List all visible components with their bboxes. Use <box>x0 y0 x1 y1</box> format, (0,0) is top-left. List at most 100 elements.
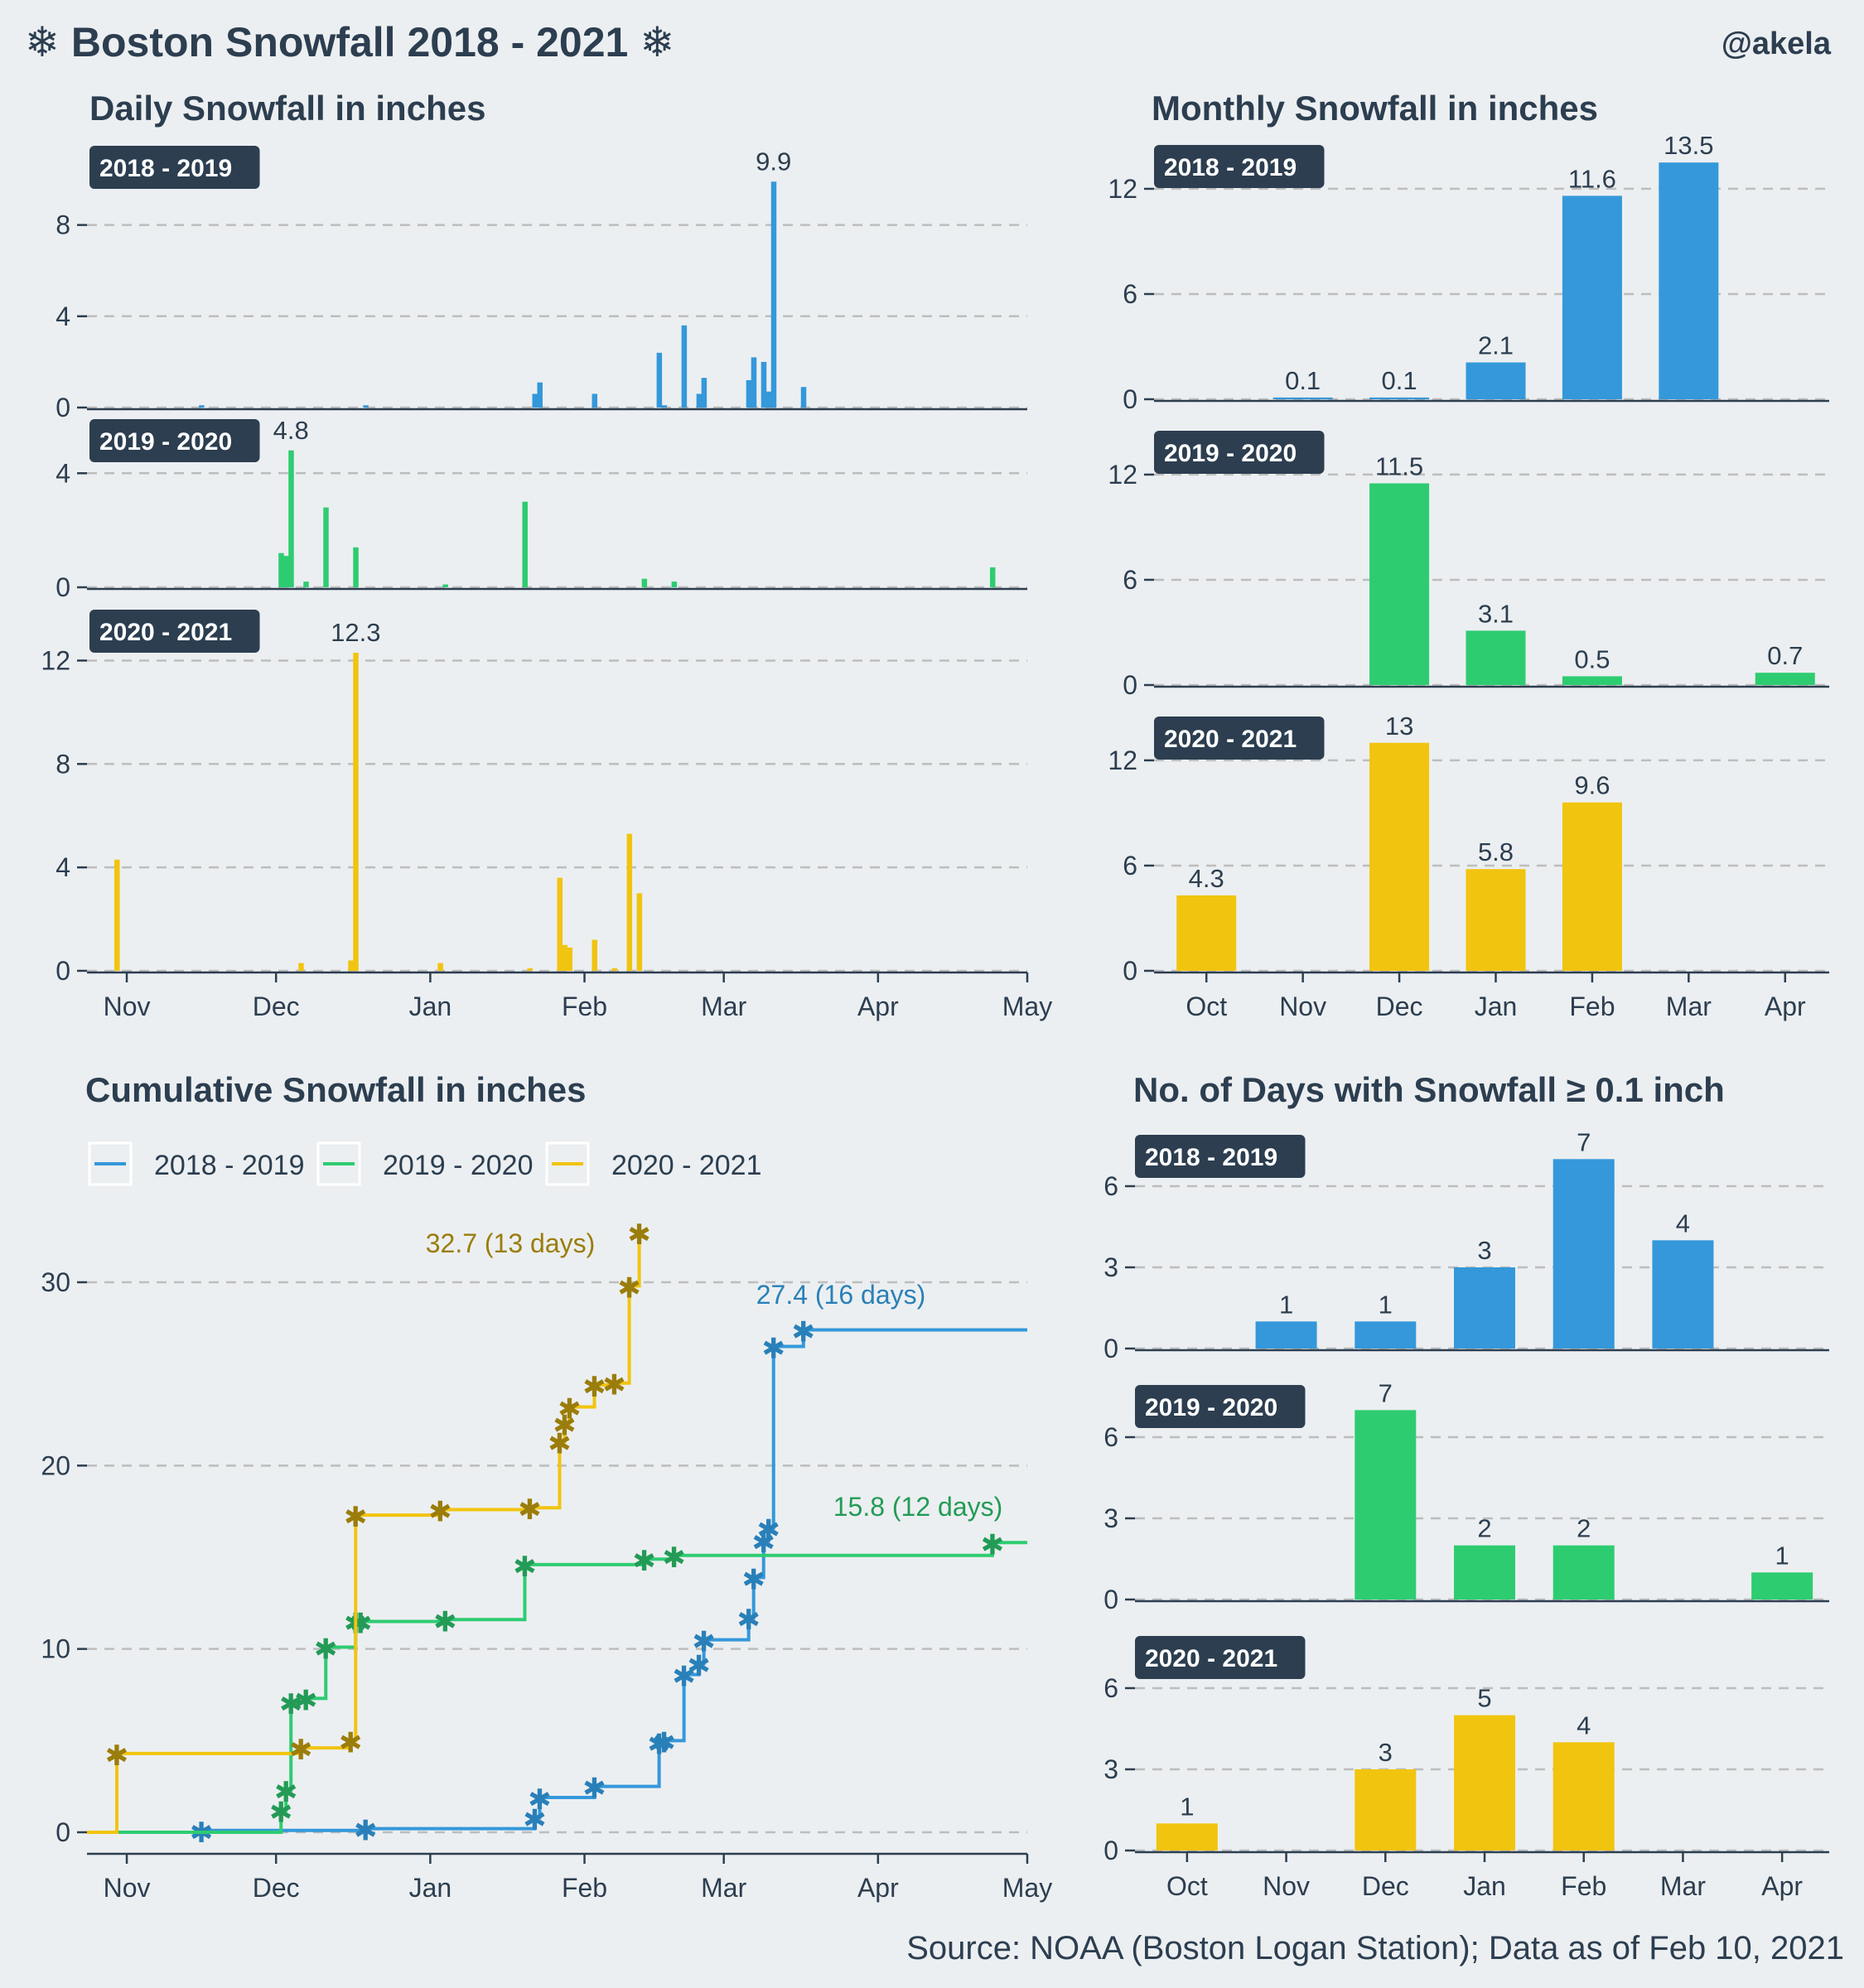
days-bar <box>1355 1410 1417 1600</box>
snow-day-marker: ✱ <box>528 1783 552 1817</box>
facet-badge <box>89 146 260 189</box>
snow-day-marker: ✱ <box>279 1688 303 1721</box>
y-tick-label: 0 <box>1103 1585 1118 1614</box>
y-tick-label: 3 <box>1103 1252 1118 1282</box>
snow-day-marker: ✱ <box>672 1661 696 1694</box>
y-tick-label: 12 <box>1108 460 1137 490</box>
x-tick-label: Oct <box>1186 992 1227 1021</box>
facet-badge-label: 2020 - 2021 <box>1145 1645 1277 1672</box>
snow-day-marker: ✱ <box>647 1729 671 1762</box>
monthly-bar <box>1369 483 1430 685</box>
days-bar-label: 2 <box>1477 1514 1491 1543</box>
snow-day-marker: ✱ <box>792 1316 816 1349</box>
x-tick-label: Nov <box>104 1873 151 1903</box>
y-tick-label: 0 <box>1123 956 1137 986</box>
daily-bar <box>770 181 777 408</box>
snowflake-icon: ❄ <box>25 19 60 65</box>
daily-bar <box>746 379 752 408</box>
y-tick-label: 6 <box>1123 279 1137 309</box>
legend-label: 2019 - 2020 <box>383 1150 534 1181</box>
daily-bar <box>761 361 767 408</box>
snow-day-marker: ✱ <box>558 1393 582 1426</box>
snow-day-marker: ✱ <box>627 1218 651 1252</box>
snow-day-marker: ✱ <box>518 1493 542 1527</box>
x-tick-label: Feb <box>562 992 607 1021</box>
daily-bar <box>656 352 663 408</box>
legend-key <box>545 1141 590 1186</box>
snow-day-marker: ✱ <box>692 1626 716 1659</box>
days-bar-label: 1 <box>1279 1290 1293 1319</box>
monthly-bar-label: 0.1 <box>1285 366 1321 395</box>
monthly-bar <box>1176 895 1237 971</box>
x-tick-label: Apr <box>1765 992 1806 1021</box>
chart-canvas: Daily Snowfall in inches 0 4 8 2018 - 2019 9.… <box>41 89 1829 1903</box>
daily-bar <box>303 581 309 587</box>
monthly-bar-label: 4.3 <box>1189 864 1224 893</box>
days-bar <box>1156 1823 1218 1850</box>
snow-day-marker: ✱ <box>433 1605 457 1638</box>
monthly-bar-label: 13.5 <box>1664 131 1713 160</box>
daily-bar <box>298 963 304 971</box>
y-tick-label: 3 <box>1103 1503 1118 1533</box>
daily-bar <box>661 405 668 408</box>
legend-key <box>88 1141 133 1186</box>
days-bar <box>1751 1572 1813 1600</box>
days-bar-label: 2 <box>1577 1514 1591 1543</box>
facet-badge-label: 2019 - 2020 <box>1164 440 1297 467</box>
snow-day-marker: ✱ <box>662 1542 686 1575</box>
legend-label: 2020 - 2021 <box>611 1150 762 1181</box>
facet-badge <box>1154 145 1325 188</box>
monthly-bar <box>1562 676 1622 685</box>
author-handle: @akela <box>1721 27 1831 61</box>
daily-bar <box>437 963 443 971</box>
days-bar-label: 3 <box>1477 1236 1491 1265</box>
daily-bar <box>671 581 678 587</box>
daily-bar <box>442 584 448 587</box>
x-tick-label: Jan <box>409 1873 452 1903</box>
x-tick-label: Apr <box>857 1873 899 1903</box>
facet-badge <box>1135 1636 1306 1679</box>
daily-panel-title: Daily Snowfall in inches <box>89 89 485 128</box>
facet-badge-label: 2019 - 2020 <box>99 428 232 456</box>
days-bar-label: 1 <box>1775 1541 1789 1570</box>
source-note: Source: NOAA (Boston Logan Station); Dat… <box>906 1930 1844 1966</box>
snow-day-marker: ✱ <box>274 1776 298 1809</box>
days-bar <box>1255 1321 1317 1349</box>
x-tick-label: May <box>1002 992 1052 1021</box>
monthly-bar-label: 2.1 <box>1478 331 1514 360</box>
daily-bar <box>751 357 757 408</box>
days-bar <box>1454 1545 1515 1600</box>
snow-day-marker: ✱ <box>602 1369 626 1402</box>
snow-day-marker: ✱ <box>582 1773 606 1806</box>
daily-bar <box>592 393 598 408</box>
snow-day-marker: ✱ <box>756 1514 780 1547</box>
snow-day-marker: ✱ <box>354 1815 378 1848</box>
monthly-bar <box>1272 397 1333 399</box>
daily-bar <box>527 967 533 971</box>
days-bar <box>1454 1715 1515 1850</box>
daily-bar <box>348 960 354 971</box>
daily-bar <box>641 578 648 587</box>
snowflake-icon: ❄ <box>640 19 675 65</box>
monthly-bar <box>1466 869 1526 971</box>
snow-day-marker: ✱ <box>981 1528 1005 1561</box>
monthly-bar-label: 0.7 <box>1767 641 1803 670</box>
snow-day-marker: ✱ <box>761 1332 785 1365</box>
days-bar-label: 3 <box>1379 1738 1393 1767</box>
daily-bar <box>363 405 369 408</box>
cumulative-line <box>87 1233 641 1834</box>
days-bar <box>1355 1769 1417 1850</box>
x-tick-label: Jan <box>1475 992 1518 1021</box>
daily-bar <box>636 893 643 971</box>
days-bar <box>1652 1240 1714 1349</box>
daily-bar <box>114 859 120 971</box>
cumulative-line <box>87 1541 1027 1834</box>
y-tick-label: 0 <box>1103 1334 1118 1363</box>
daily-bar <box>288 450 294 587</box>
monthly-bar-label: 9.6 <box>1574 771 1610 800</box>
facet-badge <box>89 419 260 462</box>
x-tick-label: Feb <box>562 1873 607 1903</box>
daily-bar <box>611 967 618 971</box>
monthly-bar <box>1369 742 1430 971</box>
y-tick-label: 4 <box>56 302 70 331</box>
